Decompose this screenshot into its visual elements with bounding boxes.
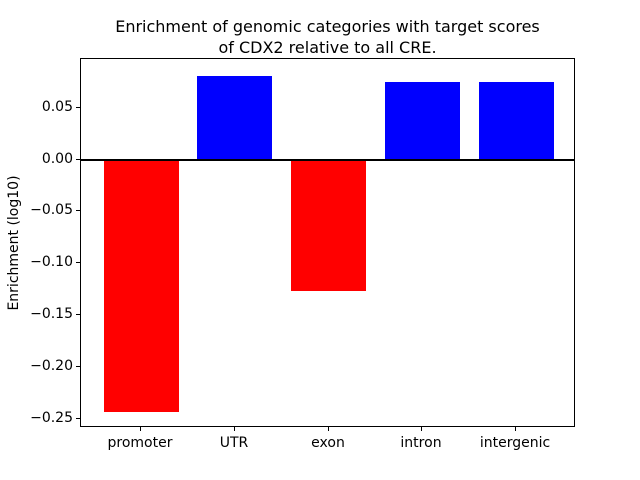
y-tick-mark [76, 418, 80, 419]
x-tick-mark [140, 427, 141, 431]
plot-area [80, 58, 575, 427]
x-tick-label-UTR: UTR [219, 435, 249, 451]
y-tick-mark [76, 210, 80, 211]
x-tick-mark [421, 427, 422, 431]
y-tick-label: −0.10 [30, 254, 73, 270]
y-tick-mark [76, 107, 80, 108]
y-tick-label: 0.00 [41, 151, 73, 167]
x-tick-label-intergenic: intergenic [479, 435, 551, 451]
y-axis-label: Enrichment (log10) [6, 175, 22, 311]
y-tick-label: −0.25 [30, 410, 73, 426]
bar-promoter [104, 160, 179, 412]
x-tick-label-exon: exon [311, 435, 345, 451]
bar-intergenic [479, 82, 554, 160]
bar-intron [385, 82, 460, 160]
y-tick-label: −0.20 [30, 358, 73, 374]
y-tick-mark [76, 314, 80, 315]
bar-UTR [197, 76, 272, 160]
y-tick-mark [76, 159, 80, 160]
chart-title: Enrichment of genomic categories with ta… [115, 17, 540, 57]
y-tick-label: 0.05 [41, 99, 73, 115]
x-tick-mark [515, 427, 516, 431]
y-tick-label: −0.05 [30, 202, 73, 218]
y-tick-mark [76, 262, 80, 263]
y-tick-label: −0.15 [30, 306, 73, 322]
bar-exon [291, 160, 366, 291]
x-tick-label-intron: intron [400, 435, 442, 451]
x-tick-mark [328, 427, 329, 431]
x-tick-mark [234, 427, 235, 431]
y-tick-mark [76, 366, 80, 367]
x-tick-label-promoter: promoter [107, 435, 173, 451]
zero-line [81, 159, 574, 161]
